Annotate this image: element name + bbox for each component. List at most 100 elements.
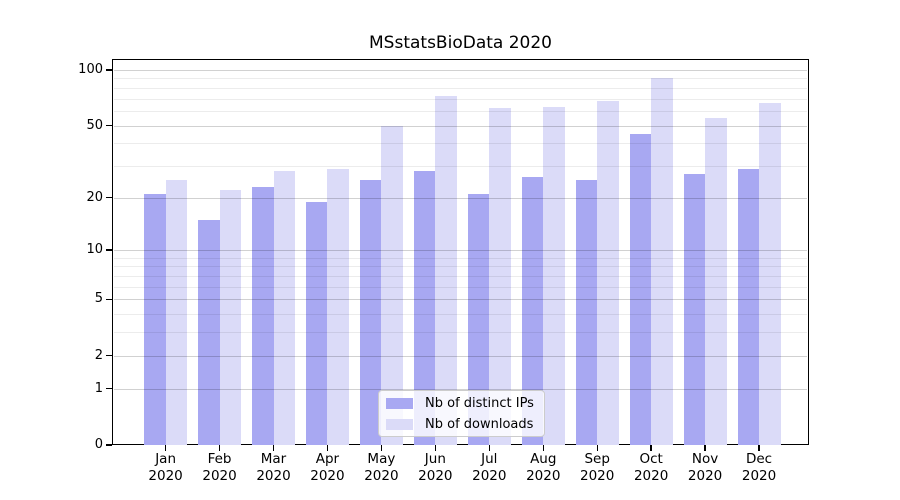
minor-gridline bbox=[114, 257, 807, 259]
legend-entry-downloads: Nb of downloads bbox=[386, 416, 536, 432]
x-tick-month: May bbox=[367, 451, 396, 467]
bar-distinct-ips bbox=[737, 168, 760, 445]
x-tick-year: 2020 bbox=[418, 467, 453, 484]
major-gridline bbox=[114, 125, 807, 127]
x-tick-mark bbox=[164, 445, 167, 451]
minor-gridline bbox=[114, 286, 807, 288]
legend-entry-distinct-ips: Nb of distinct IPs bbox=[386, 395, 536, 411]
y-tick-label: 5 bbox=[94, 291, 103, 307]
x-tick-mark bbox=[758, 445, 760, 451]
bar-downloads bbox=[759, 103, 781, 445]
minor-gridline bbox=[114, 276, 807, 278]
major-gridline bbox=[114, 388, 807, 390]
bar-downloads bbox=[219, 190, 242, 445]
x-tick-label: Mar 2020 bbox=[242, 451, 306, 484]
x-tick-label: Jul 2020 bbox=[457, 451, 521, 484]
bar-downloads bbox=[597, 100, 619, 445]
major-gridline bbox=[114, 70, 807, 71]
plot-area bbox=[112, 59, 809, 445]
x-tick-year: 2020 bbox=[256, 467, 291, 484]
y-tick-label: 10 bbox=[86, 242, 103, 258]
x-tick-year: 2020 bbox=[580, 467, 615, 484]
y-tick-label: 1 bbox=[94, 380, 103, 396]
x-tick-mark bbox=[434, 445, 437, 451]
bar-distinct-ips bbox=[467, 193, 490, 445]
x-tick-label: Oct 2020 bbox=[619, 451, 683, 484]
x-tick-label: Feb 2020 bbox=[188, 451, 252, 484]
x-tick-month: Jun bbox=[424, 451, 446, 467]
x-tick-mark bbox=[542, 445, 544, 451]
major-gridline bbox=[114, 250, 807, 252]
x-tick-year: 2020 bbox=[687, 467, 723, 484]
x-tick-label: Nov 2020 bbox=[673, 451, 737, 484]
bar-downloads bbox=[381, 125, 403, 445]
x-tick-month: Jan bbox=[155, 451, 176, 467]
minor-gridline bbox=[114, 165, 807, 167]
x-tick-month: Feb bbox=[207, 451, 232, 467]
bar-distinct-ips bbox=[359, 180, 382, 445]
bar-distinct-ips bbox=[683, 174, 706, 445]
x-tick-label: Apr 2020 bbox=[295, 451, 359, 484]
y-tick-label: 2 bbox=[94, 347, 103, 363]
x-tick-mark bbox=[272, 445, 275, 451]
bar-distinct-ips bbox=[305, 201, 328, 445]
x-tick-label: Aug 2020 bbox=[511, 451, 575, 484]
x-tick-month: Aug bbox=[530, 451, 557, 467]
y-tick-mark bbox=[106, 124, 112, 127]
legend-label-downloads: Nb of downloads bbox=[425, 416, 534, 432]
minor-gridline bbox=[114, 78, 807, 80]
x-tick-month: Mar bbox=[260, 451, 287, 467]
x-tick-year: 2020 bbox=[202, 467, 237, 484]
x-tick-mark bbox=[650, 445, 652, 451]
x-tick-month: Nov bbox=[691, 451, 719, 467]
x-tick-month: Jul bbox=[481, 451, 498, 467]
minor-gridline bbox=[114, 110, 807, 112]
x-tick-month: Sep bbox=[584, 451, 610, 467]
minor-gridline bbox=[114, 143, 807, 145]
bar-distinct-ips bbox=[198, 219, 220, 445]
x-tick-month: Dec bbox=[745, 451, 773, 467]
bar-distinct-ips bbox=[144, 193, 166, 445]
bar-downloads bbox=[273, 171, 295, 445]
y-tick-mark bbox=[106, 355, 112, 357]
minor-gridline bbox=[114, 314, 807, 316]
x-tick-year: 2020 bbox=[472, 467, 507, 484]
x-tick-year: 2020 bbox=[148, 467, 183, 484]
major-gridline bbox=[114, 299, 807, 301]
bar-downloads bbox=[489, 108, 511, 445]
minor-gridline bbox=[114, 266, 807, 268]
bar-downloads bbox=[651, 77, 673, 445]
x-tick-mark bbox=[380, 445, 383, 451]
bar-distinct-ips bbox=[575, 180, 598, 445]
minor-gridline bbox=[114, 332, 807, 334]
x-tick-month: Oct bbox=[639, 451, 663, 467]
x-tick-mark bbox=[704, 445, 706, 451]
y-tick-mark bbox=[106, 387, 112, 390]
major-gridline bbox=[114, 355, 807, 357]
bar-distinct-ips bbox=[521, 177, 544, 445]
x-tick-label: Sep 2020 bbox=[565, 451, 629, 484]
y-tick-label: 20 bbox=[86, 189, 103, 205]
bar-distinct-ips bbox=[629, 133, 652, 445]
x-tick-month: Apr bbox=[315, 451, 340, 467]
x-tick-mark bbox=[218, 445, 221, 451]
y-tick-mark bbox=[106, 298, 112, 301]
x-tick-mark bbox=[488, 445, 490, 451]
minor-gridline bbox=[114, 87, 807, 89]
bar-distinct-ips bbox=[252, 186, 274, 445]
legend: Nb of distinct IPs Nb of downloads bbox=[378, 390, 545, 437]
bar-downloads bbox=[327, 168, 349, 445]
x-tick-label: Jan 2020 bbox=[134, 451, 198, 484]
y-tick-label: 100 bbox=[78, 62, 103, 77]
x-tick-label: May 2020 bbox=[349, 451, 413, 484]
bar-downloads bbox=[543, 107, 565, 445]
y-tick-mark bbox=[106, 69, 112, 71]
legend-swatch-distinct-ips bbox=[386, 397, 413, 409]
chart-title: MSstatsBioData 2020 bbox=[369, 33, 552, 53]
y-tick-mark bbox=[106, 249, 112, 251]
major-gridline bbox=[114, 197, 807, 199]
x-tick-mark bbox=[326, 445, 329, 451]
legend-label-distinct-ips: Nb of distinct IPs bbox=[425, 395, 534, 411]
x-tick-year: 2020 bbox=[741, 467, 777, 484]
